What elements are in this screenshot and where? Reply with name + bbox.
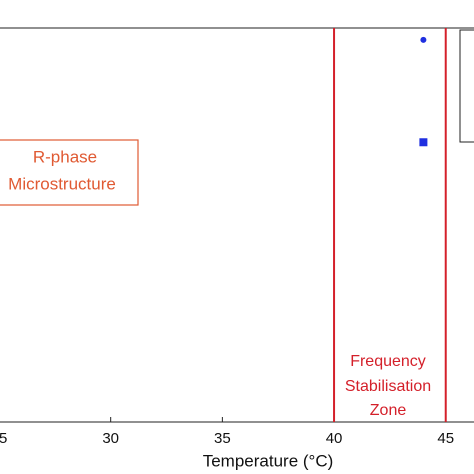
plot-frame bbox=[0, 27, 474, 423]
x-tick-label: 30 bbox=[102, 430, 119, 447]
x-tick-label: 25 bbox=[0, 430, 7, 447]
annotation-text: R-phase bbox=[33, 147, 97, 166]
annotation-text: Frequency bbox=[350, 353, 426, 370]
annotation-box bbox=[0, 139, 139, 206]
annotation-text: Zone bbox=[370, 402, 407, 419]
point bbox=[419, 138, 428, 147]
point bbox=[420, 36, 427, 43]
x-axis-title: Temperature (°C) bbox=[203, 451, 334, 470]
annotation-text: Stabilisation bbox=[345, 378, 431, 395]
legend-box bbox=[459, 29, 474, 143]
x-tick-label: 35 bbox=[214, 430, 231, 447]
annotation-text: Microstructure bbox=[8, 174, 116, 193]
x-tick-label: 45 bbox=[437, 430, 454, 447]
x-tick-label: 40 bbox=[326, 430, 343, 447]
